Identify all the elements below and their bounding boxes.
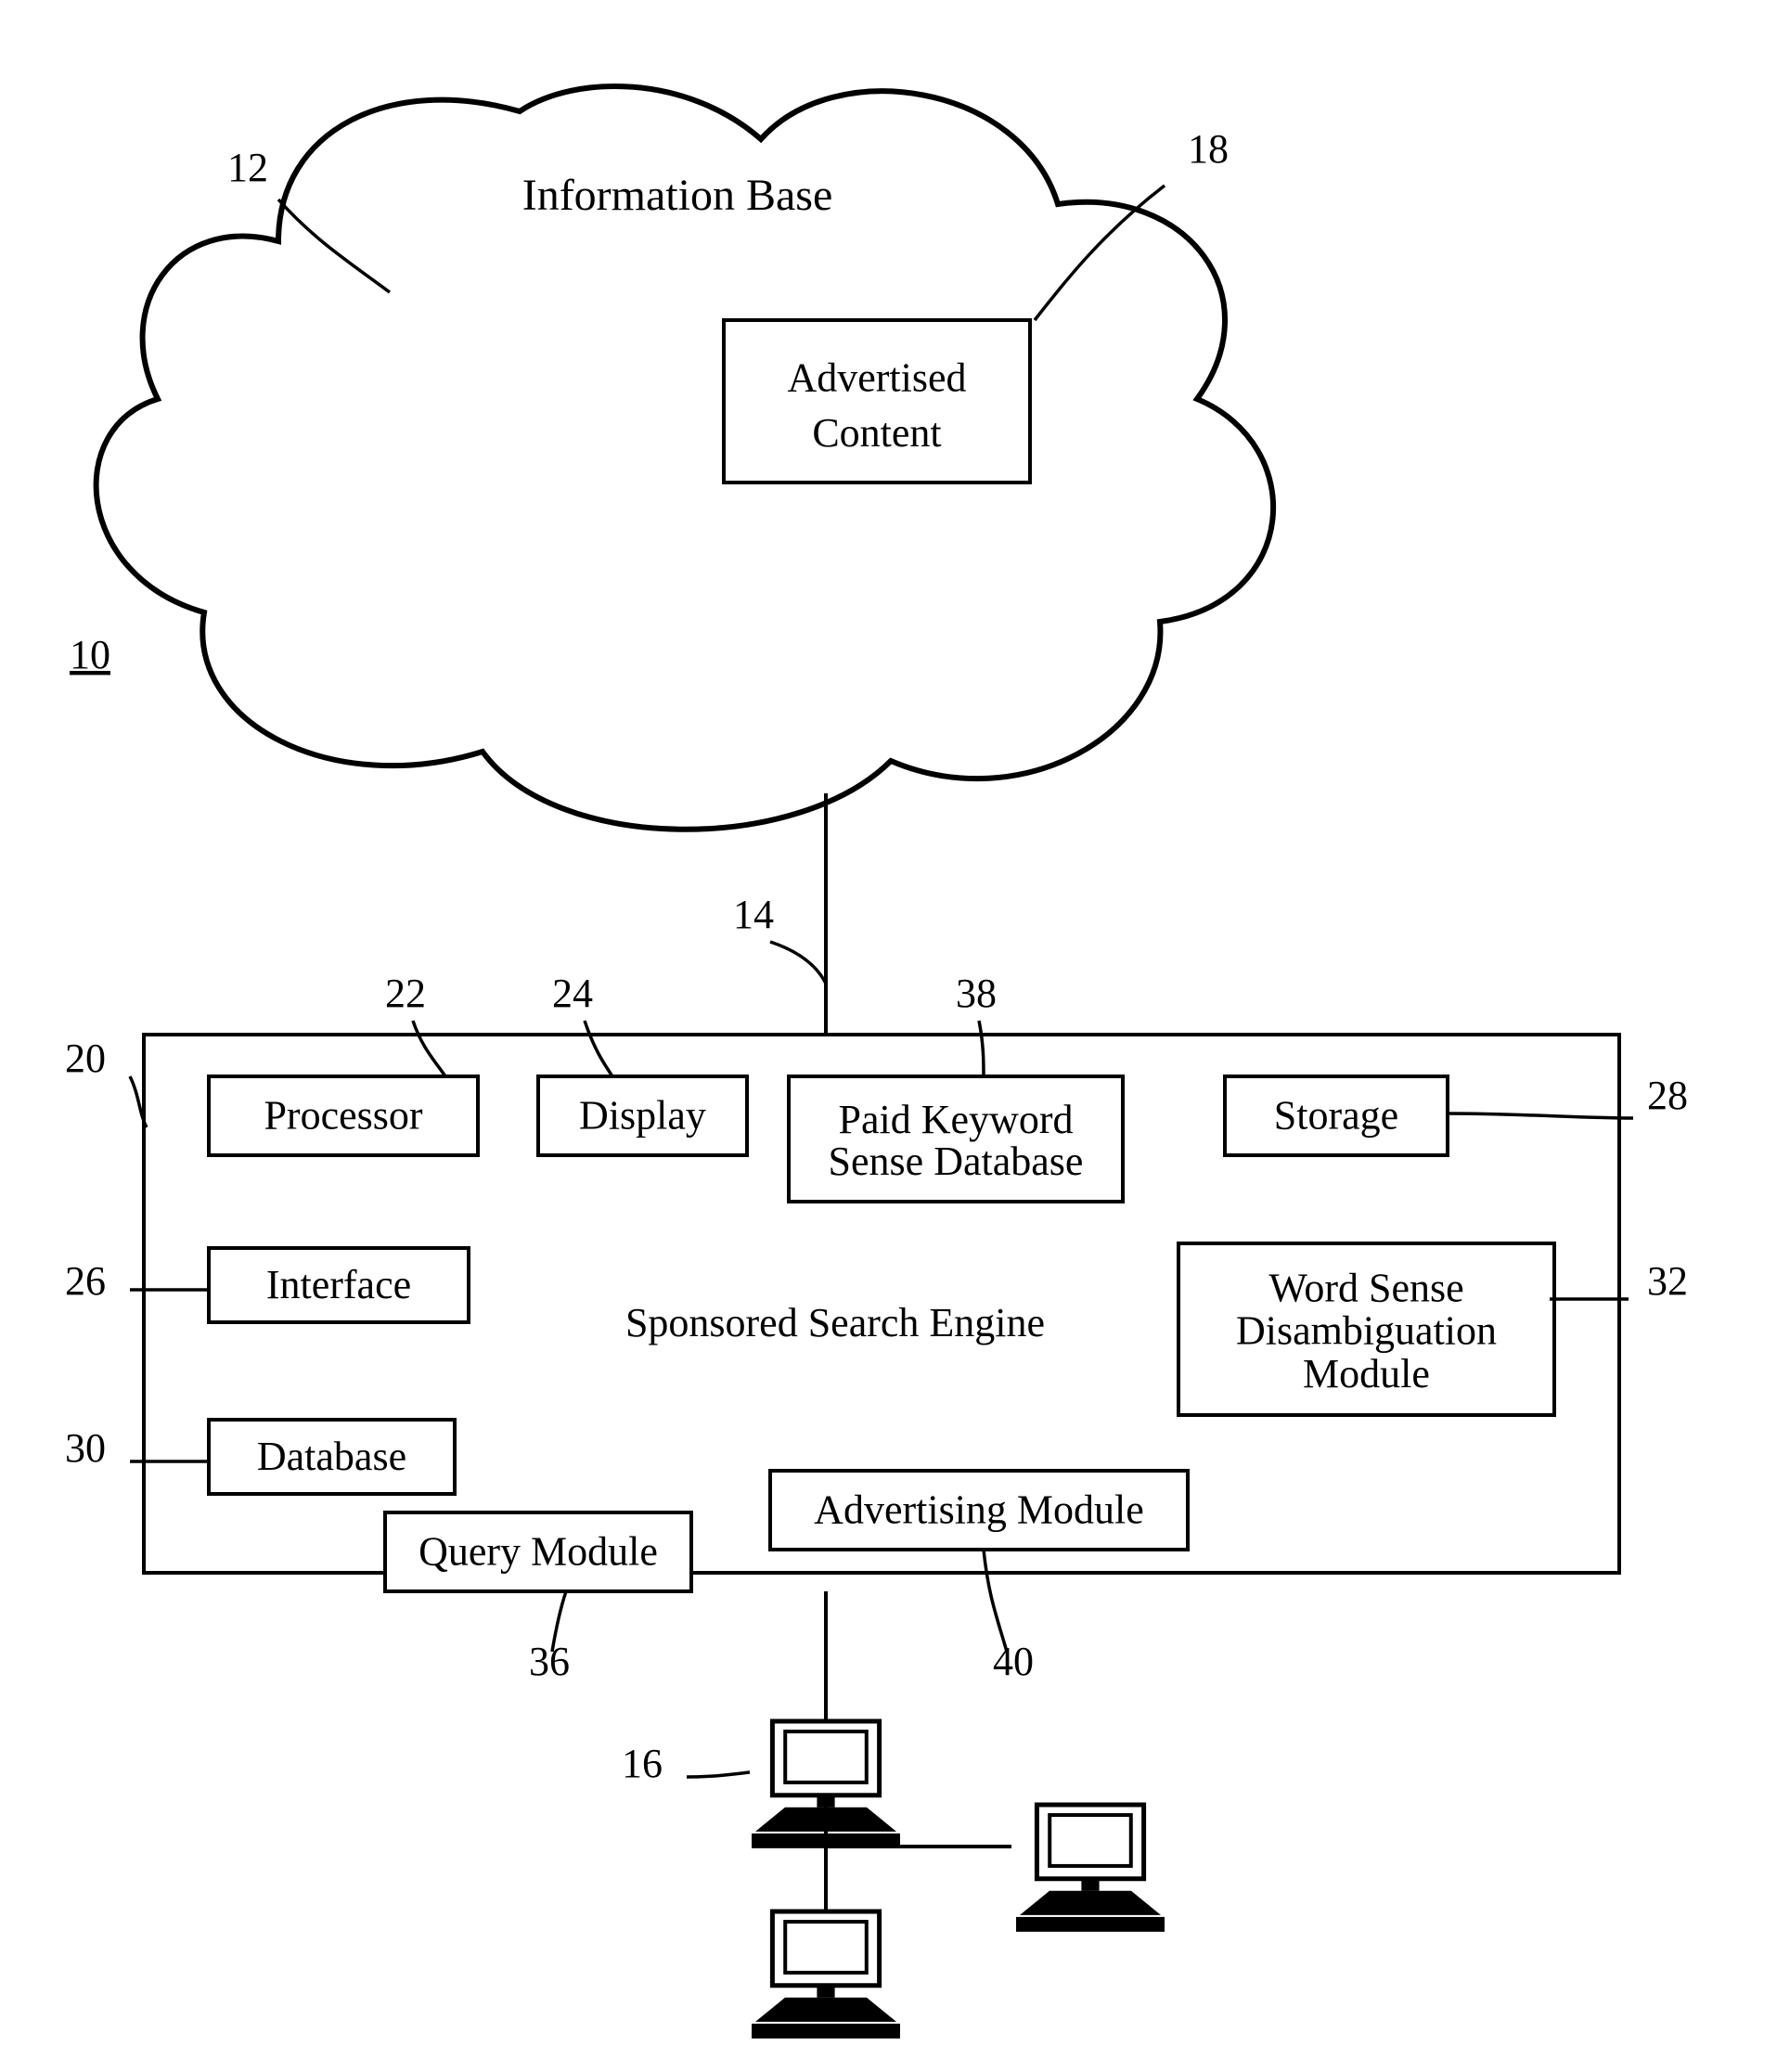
wsd-label-0: Word Sense [1268,1265,1463,1310]
processor-label: Processor [264,1093,422,1139]
ref-38: 38 [956,971,997,1016]
ref-20: 20 [65,1036,106,1081]
database-label: Database [257,1434,406,1479]
ref-40: 40 [993,1639,1034,1684]
ref-12: 12 [227,145,268,190]
leader-l14 [770,942,826,984]
paidkw-label-0: Paid Keyword [839,1097,1074,1142]
cloud-title: Information Base [522,171,833,220]
ref-26: 26 [65,1258,106,1304]
admod-label: Advertising Module [814,1487,1144,1533]
advertised-content-line1: Advertised [787,355,966,401]
storage-label: Storage [1274,1093,1398,1139]
engine-title: Sponsored Search Engine [625,1300,1045,1345]
ref-32: 32 [1647,1258,1688,1304]
client-pc-icon [752,1911,900,2039]
client-pc-icon [752,1721,900,1848]
interface-label: Interface [266,1262,411,1307]
querymod-label: Query Module [418,1529,658,1575]
ref-22: 22 [385,971,426,1016]
paidkw-label-1: Sense Database [829,1139,1084,1184]
ref-10: 10 [70,632,110,677]
leader-l18 [1035,186,1165,320]
leader-l16 [687,1772,750,1777]
ref-24: 24 [552,971,593,1016]
leader-l12 [278,199,390,292]
wsd-label-2: Module [1303,1351,1430,1396]
ref-18: 18 [1188,126,1229,172]
ref-36: 36 [529,1639,570,1684]
display-label: Display [579,1093,706,1139]
advertised-content-box [724,320,1030,483]
ref-28: 28 [1647,1073,1688,1118]
ref-16: 16 [622,1741,663,1786]
wsd-label-1: Disambiguation [1236,1308,1497,1354]
client-pc-icon [1016,1805,1165,1932]
advertised-content-line2: Content [812,410,941,456]
ref-14: 14 [733,892,774,937]
ref-30: 30 [65,1425,106,1471]
